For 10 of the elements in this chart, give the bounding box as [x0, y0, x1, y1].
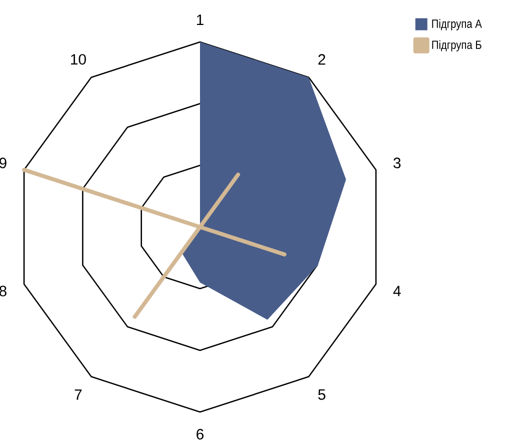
- legend-label: Підгрупа А: [432, 19, 482, 30]
- legend-label: Підгрупа Б: [432, 40, 482, 52]
- spoke-label: 5: [318, 389, 326, 400]
- spoke-label: 7: [74, 389, 82, 400]
- spoke-label: 6: [196, 428, 204, 440]
- spoke-label: 4: [393, 286, 401, 296]
- spoke-label: 2: [318, 54, 326, 65]
- spoke-label: 3: [393, 158, 401, 168]
- spoke-label: 1: [196, 14, 204, 25]
- spoke-label: 10: [71, 54, 86, 65]
